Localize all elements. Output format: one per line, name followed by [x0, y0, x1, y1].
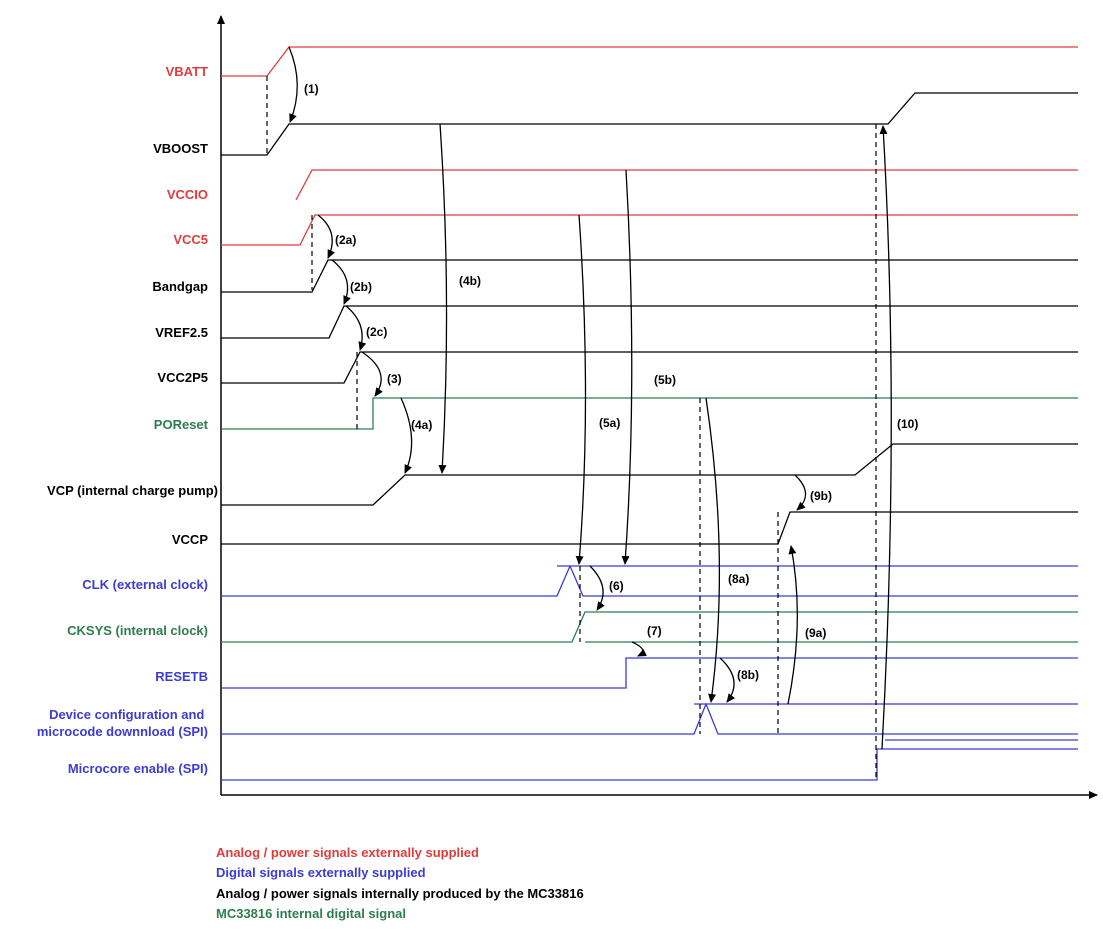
- label-poreset: POReset: [154, 417, 209, 432]
- annotation-8b: (8b): [737, 668, 759, 682]
- wave-vcc2p5: [221, 351, 1078, 384]
- annotation-5b: (5b): [654, 373, 676, 387]
- arrow-3: [361, 351, 383, 397]
- arrow-1: [288, 46, 298, 123]
- arrow-9b: [794, 474, 807, 511]
- annotation-6: (6): [609, 579, 624, 593]
- annotation-labels: (1) (2a) (2b) (2c) (3) (4a) (4b) (5a) (5…: [304, 82, 918, 682]
- label-vboost: VBOOST: [153, 141, 208, 156]
- wave-cksys-low: [221, 611, 1078, 643]
- annotation-8a: (8a): [728, 572, 749, 586]
- arrow-2c: [345, 305, 367, 351]
- wave-vccio: [295, 169, 1078, 201]
- annotation-10: (10): [897, 417, 918, 431]
- label-devcfg: Device configuration and microcode downn…: [37, 707, 208, 739]
- label-devcfg-line1: Device configuration and: [49, 707, 204, 722]
- label-vccp: VCCP: [172, 532, 208, 547]
- dashed-guides: [266, 76, 877, 780]
- arrow-9a: [787, 545, 798, 705]
- label-bandgap: Bandgap: [152, 279, 208, 294]
- label-vcc5: VCC5: [173, 232, 208, 247]
- wave-vref: [221, 305, 1078, 339]
- arrow-4b: [438, 123, 448, 474]
- waveforms: [221, 46, 1078, 781]
- wave-cksys: [221, 611, 1078, 643]
- wave-clk-low: [221, 565, 1078, 597]
- wave-devcfg-b: [694, 703, 1078, 735]
- arrow-2b: [331, 259, 351, 305]
- annotation-1: (1): [304, 82, 319, 96]
- annotation-4a: (4a): [411, 418, 432, 432]
- arrow-5b: [621, 169, 633, 565]
- arrow-8b: [719, 657, 736, 703]
- arrow-5a: [575, 214, 587, 565]
- wave-vcc5: [221, 214, 1078, 246]
- axes: [217, 15, 1098, 799]
- label-vccio: VCCIO: [167, 187, 208, 202]
- legend-analog-internal: Analog / power signals internally produc…: [216, 886, 584, 901]
- wave-clk-high: [557, 565, 1078, 597]
- causality-arrows: [288, 46, 892, 750]
- legend-internal-digital: MC33816 internal digital signal: [216, 906, 406, 921]
- arrow-8a: [705, 397, 721, 703]
- annotation-3: (3): [387, 372, 402, 386]
- annotation-9b: (9b): [810, 489, 832, 503]
- wave-vccp: [221, 511, 1078, 545]
- label-vcc2p5: VCC2P5: [157, 370, 208, 385]
- annotation-2a: (2a): [335, 233, 356, 247]
- label-vref: VREF2.5: [155, 325, 208, 340]
- wave-clk: [221, 565, 1078, 597]
- wave-resetb: [221, 657, 1078, 689]
- annotation-9a: (9a): [805, 626, 826, 640]
- wave-mcen: [221, 748, 1078, 781]
- legend-analog-external: Analog / power signals externally suppli…: [216, 845, 479, 860]
- wave-devcfg: [221, 703, 1078, 735]
- label-vbatt: VBATT: [166, 64, 208, 79]
- wave-vcp: [221, 443, 1078, 506]
- label-clk: CLK (external clock): [82, 577, 208, 592]
- annotation-2b: (2b): [350, 280, 372, 294]
- wave-vbatt: [221, 46, 1078, 77]
- wave-vboost: [221, 92, 1078, 156]
- wave-poreset: [221, 397, 1078, 430]
- label-resetb: RESETB: [155, 669, 208, 684]
- arrow-6: [589, 565, 605, 611]
- label-devcfg-line2: microcode downnload (SPI): [37, 724, 208, 739]
- arrow-7: [631, 641, 647, 657]
- arrow-2a: [317, 214, 335, 259]
- arrow-4a: [400, 397, 413, 474]
- signal-labels: VBATT VBOOST VCCIO VCC5 Bandgap VREF2.5 …: [37, 64, 218, 776]
- legend: Analog / power signals externally suppli…: [216, 845, 584, 921]
- annotation-4b: (4b): [459, 274, 481, 288]
- annotation-5a: (5a): [599, 416, 620, 430]
- annotation-7: (7): [647, 624, 662, 638]
- arrow-10: [879, 125, 892, 750]
- wave-bandgap: [221, 259, 1078, 293]
- label-cksys: CKSYS (internal clock): [67, 623, 208, 638]
- label-mcen: Microcore enable (SPI): [68, 761, 208, 776]
- annotation-2c: (2c): [366, 325, 387, 339]
- label-vcp: VCP (internal charge pump): [47, 483, 218, 498]
- legend-digital-external: Digital signals externally supplied: [216, 865, 426, 880]
- wave-devcfg-a: [221, 703, 1078, 735]
